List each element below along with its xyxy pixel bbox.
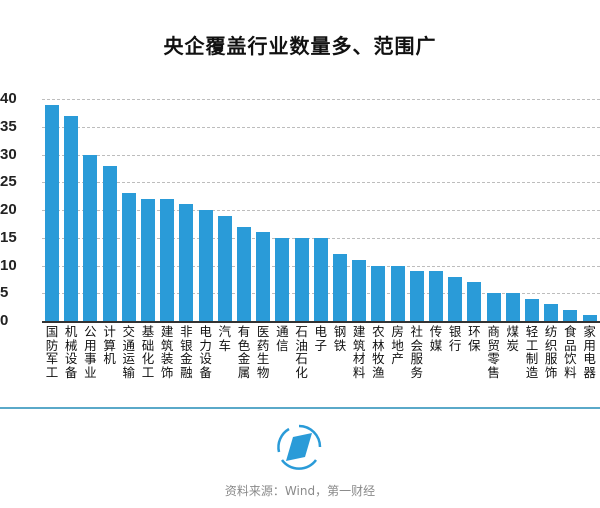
- x-tick-label: 纺织服饰: [544, 324, 558, 380]
- x-axis-line: [42, 321, 600, 323]
- bar: [160, 198, 175, 321]
- x-tick-label: 机械设备: [64, 324, 78, 380]
- y-tick-label: 20: [0, 201, 17, 218]
- bar: [294, 237, 309, 321]
- gridline: [42, 210, 600, 211]
- x-tick-label: 建筑装饰: [160, 324, 174, 380]
- x-tick-label: 基础化工: [141, 324, 155, 380]
- x-tick-label: 有色金属: [237, 324, 251, 380]
- x-tick-label: 传媒: [429, 324, 443, 353]
- x-tick-label: 交通运输: [122, 324, 136, 380]
- x-tick-label: 社会服务: [410, 324, 424, 380]
- bar: [121, 193, 136, 321]
- bar: [525, 298, 539, 321]
- x-tick-label: 家用电器: [583, 324, 596, 380]
- x-tick-label: 国防军工: [45, 324, 59, 380]
- bar: [333, 254, 347, 321]
- x-tick-label: 电子: [314, 324, 328, 353]
- bar: [409, 271, 424, 321]
- y-tick-label: 10: [0, 256, 17, 274]
- x-tick-label: 商贸零售: [487, 324, 500, 380]
- x-tick-label: 银行: [448, 324, 462, 353]
- y-tick-label: 15: [0, 228, 17, 246]
- x-tick-label: 汽车: [218, 324, 232, 353]
- source-note: 资料来源：Wind，第一财经: [224, 484, 376, 498]
- x-tick-label: 建筑材料: [352, 324, 366, 380]
- bar: [448, 276, 463, 321]
- bar: [429, 271, 443, 321]
- y-tick-label: 25: [0, 173, 17, 191]
- compass-diamond-icon: [276, 424, 322, 470]
- chart-title: 央企覆盖行业数量多、范围广: [163, 34, 437, 58]
- y-tick-label: 5: [0, 284, 9, 302]
- y-tick-label: 0: [0, 312, 9, 329]
- y-tick-label: 40: [0, 90, 17, 107]
- x-tick-label: 公用事业: [84, 324, 97, 380]
- bar: [179, 204, 194, 321]
- gridline: [42, 99, 600, 100]
- x-tick-label: 电力设备: [199, 324, 212, 380]
- bar: [256, 232, 271, 321]
- divider-line: [0, 407, 600, 409]
- bar: [217, 215, 232, 321]
- bar: [237, 226, 251, 321]
- bar: [371, 265, 386, 321]
- x-tick-label: 非银金融: [180, 324, 193, 380]
- x-tick-label: 轻工制造: [525, 324, 539, 380]
- x-tick-label: 食品饮料: [564, 324, 577, 380]
- bar: [563, 309, 578, 321]
- bar: [45, 104, 59, 321]
- bar: [390, 265, 405, 321]
- gridline: [42, 182, 600, 184]
- bar: [582, 315, 597, 321]
- bar: [102, 165, 117, 321]
- x-tick-label: 农林牧渔: [372, 324, 385, 380]
- bar: [198, 210, 213, 321]
- bar: [486, 293, 501, 321]
- bar: [83, 154, 98, 321]
- gridline: [42, 154, 600, 156]
- y-tick-label: 35: [0, 117, 17, 135]
- x-tick-label: 钢铁: [333, 324, 347, 353]
- x-tick-label: 环保: [468, 324, 481, 353]
- x-tick-label: 煤炭: [506, 324, 520, 353]
- bar: [313, 237, 328, 321]
- x-tick-label: 计算机: [103, 324, 116, 366]
- bar: [544, 304, 559, 321]
- bar: [505, 293, 520, 321]
- x-tick-label: 石油石化: [295, 324, 308, 380]
- bar: [352, 259, 367, 321]
- x-tick-label: 医药生物: [256, 324, 270, 380]
- x-tick-label: 通信: [276, 324, 289, 353]
- bar: [275, 237, 290, 321]
- x-tick-label: 房地产: [391, 324, 404, 366]
- y-tick-label: 30: [0, 145, 17, 163]
- bar: [141, 198, 155, 321]
- bar-chart: 0 5 10 15 20 25 30 35 40 国防军工 机械设备 公用事业 计算机 交通运输 基础化工建…: [0, 90, 600, 380]
- bar: [467, 282, 482, 321]
- gridline: [42, 126, 600, 128]
- bar: [64, 115, 79, 321]
